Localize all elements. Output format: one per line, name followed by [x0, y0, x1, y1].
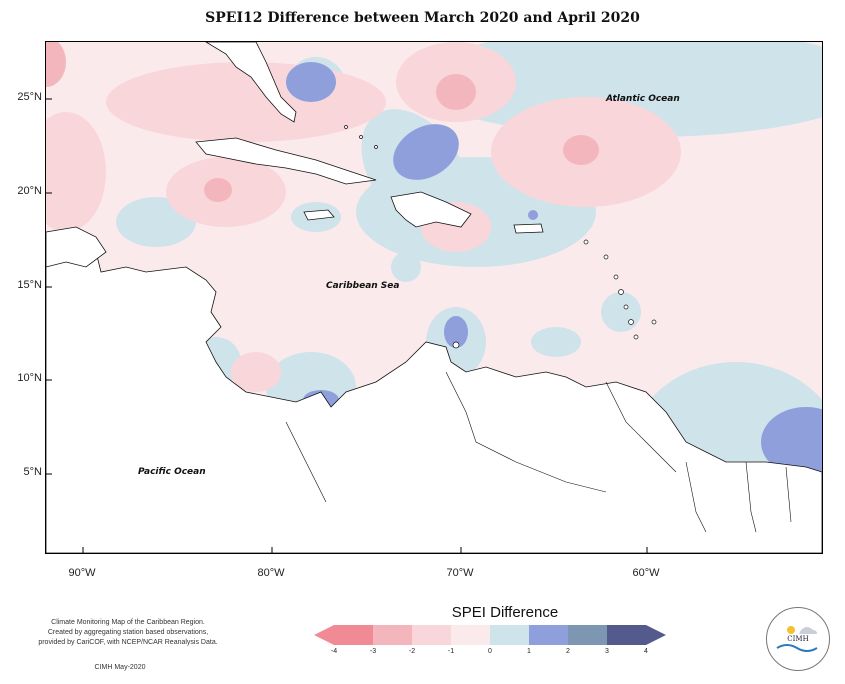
map-canvas: [46, 42, 822, 553]
island: [651, 319, 657, 325]
caribbean-sea-label: Caribbean Sea: [326, 281, 400, 291]
strong-positive-region: [286, 62, 336, 102]
hispaniola-land: [390, 191, 472, 228]
legend-cell: [334, 625, 373, 645]
strong-positive-region: [444, 316, 468, 348]
lat-label-15n: 15°N: [17, 279, 42, 291]
legend-tick-label: -1: [447, 648, 455, 655]
island: [374, 145, 378, 149]
island: [618, 289, 624, 295]
lon-label-90w: 90°W: [68, 567, 96, 579]
border-line: [605, 381, 677, 473]
legend-cell: [451, 625, 490, 645]
island: [628, 319, 634, 325]
cimh-logo: CIMH: [766, 607, 830, 671]
island: [583, 239, 589, 245]
negative-anomaly-region: [563, 135, 599, 165]
pacific-ocean-label: Pacific Ocean: [138, 467, 206, 477]
map-panel: [45, 41, 823, 554]
credit-line-2: Created by aggregating station based obs…: [47, 629, 209, 636]
legend-tick-label: 4: [644, 648, 648, 655]
legend-tick-label: -3: [369, 648, 377, 655]
legend-cell: [568, 625, 607, 645]
lat-label-20n: 20°N: [17, 185, 42, 197]
border-line: [745, 461, 757, 533]
border-line: [685, 461, 707, 533]
legend-colorbar: [314, 625, 666, 645]
negative-anomaly-region: [46, 112, 106, 232]
atlantic-ocean-label: Atlantic Ocean: [606, 94, 680, 104]
island: [633, 334, 639, 340]
legend-cell: [607, 625, 646, 645]
borders: [285, 371, 792, 533]
strong-positive-region: [528, 210, 538, 220]
border-line: [285, 421, 327, 503]
anomaly-field-strong-positive: [286, 62, 822, 527]
positive-anomaly-region: [416, 42, 822, 137]
island: [452, 341, 460, 349]
lesser-antilles: [344, 125, 657, 349]
frame-ticks: [46, 98, 648, 553]
legend-cell: [529, 625, 568, 645]
logo-text: CIMH: [787, 635, 809, 643]
credit-text: Climate Monitoring Map of the Caribbean …: [18, 618, 238, 648]
legend-arrow-left: [314, 625, 334, 645]
map-title: SPEI12 Difference between March 2020 and…: [205, 10, 640, 26]
central-america-land: [46, 231, 822, 553]
island: [623, 304, 629, 310]
island: [603, 254, 609, 260]
lon-label-70w: 70°W: [446, 567, 474, 579]
cuba-land: [195, 137, 377, 185]
jamaica-land: [303, 209, 335, 221]
puerto-rico-land: [513, 223, 544, 234]
credit-line-3: provided by CariCOF, with NCEP/NCAR Rean…: [38, 639, 218, 646]
legend-cell: [490, 625, 529, 645]
legend-tick-label: 0: [488, 648, 492, 655]
logo-emblem-icon: [776, 626, 818, 652]
positive-anomaly-region: [531, 327, 581, 357]
legend-tick-label: 3: [605, 648, 609, 655]
positive-anomaly-region: [601, 292, 641, 332]
credit-line-1: Climate Monitoring Map of the Caribbean …: [51, 619, 205, 626]
lat-label-5n: 5°N: [23, 466, 42, 478]
negative-anomaly-region: [46, 42, 66, 87]
legend-tick-label: -4: [330, 648, 338, 655]
border-line: [445, 371, 607, 493]
legend-cell: [373, 625, 412, 645]
island: [359, 135, 363, 139]
negative-anomaly-region: [204, 178, 232, 202]
legend-title: SPEI Difference: [451, 604, 559, 621]
legend-cell: [412, 625, 451, 645]
land: [46, 42, 822, 553]
lon-label-60w: 60°W: [632, 567, 660, 579]
strong-positive-region: [393, 124, 459, 180]
yucatan-land: [46, 226, 107, 268]
lat-label-25n: 25°N: [17, 91, 42, 103]
lon-label-80w: 80°W: [257, 567, 285, 579]
negative-anomaly-region: [231, 352, 281, 392]
strong-positive-region: [761, 407, 822, 477]
legend-tick-label: 2: [566, 648, 570, 655]
legend-arrow-right: [646, 625, 666, 645]
florida-land: [205, 42, 297, 123]
legend-tick-label: 1: [527, 648, 531, 655]
positive-anomaly-region: [391, 252, 421, 282]
island: [613, 274, 619, 280]
border-line: [785, 466, 792, 523]
lat-label-10n: 10°N: [17, 372, 42, 384]
negative-anomaly-region: [436, 74, 476, 110]
legend-tick-label: -2: [408, 648, 416, 655]
island: [344, 125, 348, 129]
credit-date: CIMH May-2020: [94, 664, 146, 671]
